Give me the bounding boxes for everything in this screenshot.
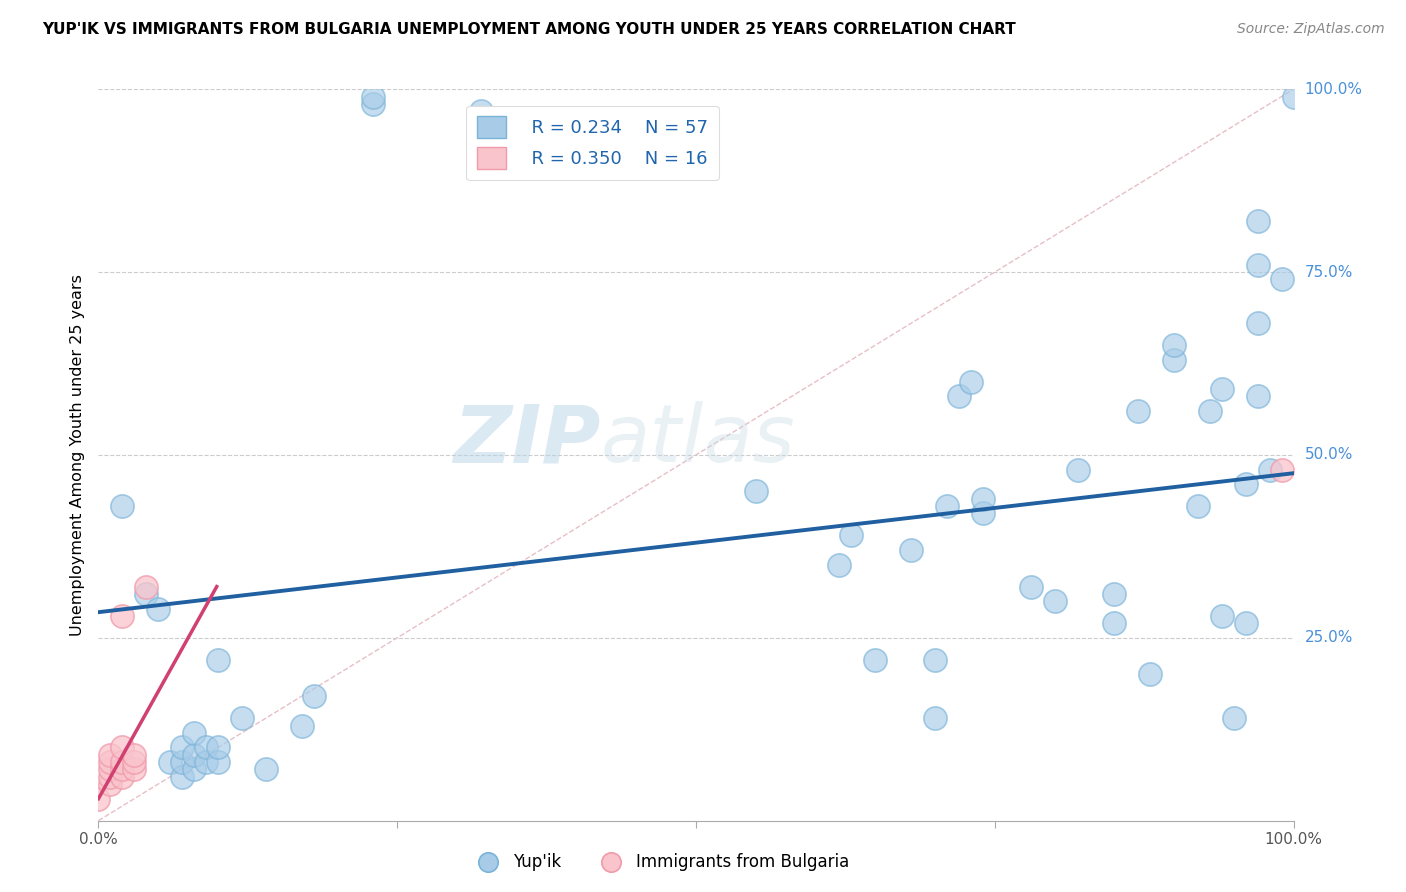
Point xyxy=(948,389,970,403)
Y-axis label: Unemployment Among Youth under 25 years: Unemployment Among Youth under 25 years xyxy=(69,274,84,636)
Point xyxy=(924,711,946,725)
Point xyxy=(194,740,217,755)
Point xyxy=(111,770,134,784)
Point xyxy=(1139,667,1161,681)
Point xyxy=(363,89,385,103)
Point xyxy=(124,755,146,769)
Point xyxy=(1187,499,1209,513)
Point xyxy=(1258,462,1281,476)
Point xyxy=(172,755,194,769)
Text: 25.0%: 25.0% xyxy=(1305,631,1353,645)
Point xyxy=(290,718,312,732)
Point xyxy=(1102,616,1125,631)
Point xyxy=(470,104,492,119)
Point xyxy=(972,507,994,521)
Point xyxy=(111,608,134,623)
Legend: Yup'ik, Immigrants from Bulgaria: Yup'ik, Immigrants from Bulgaria xyxy=(464,847,856,878)
Point xyxy=(194,755,217,769)
Point xyxy=(1271,272,1294,286)
Text: 100.0%: 100.0% xyxy=(1305,82,1362,96)
Point xyxy=(87,791,110,805)
Point xyxy=(1246,214,1268,228)
Point xyxy=(1246,316,1268,330)
Point xyxy=(124,747,146,762)
Point xyxy=(1222,711,1246,725)
Point xyxy=(1163,352,1185,367)
Point xyxy=(1282,89,1305,103)
Point xyxy=(302,690,325,704)
Point xyxy=(207,740,229,755)
Point xyxy=(135,587,157,601)
Point xyxy=(363,96,385,111)
Point xyxy=(1128,404,1150,418)
Point xyxy=(972,491,994,506)
Point xyxy=(231,711,253,725)
Text: Source: ZipAtlas.com: Source: ZipAtlas.com xyxy=(1237,22,1385,37)
Point xyxy=(98,747,122,762)
Point xyxy=(1246,258,1268,272)
Point xyxy=(1246,389,1268,403)
Point xyxy=(924,653,946,667)
Point xyxy=(135,580,157,594)
Point xyxy=(183,763,205,777)
Point xyxy=(207,755,229,769)
Text: 50.0%: 50.0% xyxy=(1305,448,1353,462)
Text: YUP'IK VS IMMIGRANTS FROM BULGARIA UNEMPLOYMENT AMONG YOUTH UNDER 25 YEARS CORRE: YUP'IK VS IMMIGRANTS FROM BULGARIA UNEMP… xyxy=(42,22,1017,37)
Point xyxy=(1163,338,1185,352)
Point xyxy=(863,653,886,667)
Text: 75.0%: 75.0% xyxy=(1305,265,1353,279)
Point xyxy=(207,653,229,667)
Point xyxy=(959,375,981,389)
Point xyxy=(172,770,194,784)
Point xyxy=(1271,462,1294,476)
Point xyxy=(1198,404,1220,418)
Point xyxy=(1102,587,1125,601)
Point xyxy=(124,763,146,777)
Point xyxy=(98,755,122,769)
Point xyxy=(98,777,122,791)
Point xyxy=(98,770,122,784)
Point xyxy=(1067,462,1090,476)
Point xyxy=(111,763,134,777)
Point xyxy=(98,763,122,777)
Point xyxy=(745,484,768,499)
Point xyxy=(1234,477,1257,491)
Point xyxy=(172,740,194,755)
Text: atlas: atlas xyxy=(600,401,796,479)
Point xyxy=(159,755,181,769)
Point xyxy=(183,726,205,740)
Point xyxy=(1043,594,1066,608)
Point xyxy=(254,763,277,777)
Point xyxy=(1019,580,1042,594)
Point xyxy=(1211,382,1233,396)
Point xyxy=(935,499,957,513)
Point xyxy=(183,747,205,762)
Point xyxy=(900,543,922,558)
Point xyxy=(839,528,862,542)
Point xyxy=(111,499,134,513)
Point xyxy=(1211,608,1233,623)
Point xyxy=(111,740,134,755)
Text: ZIP: ZIP xyxy=(453,401,600,479)
Point xyxy=(1234,616,1257,631)
Point xyxy=(148,601,170,615)
Point xyxy=(111,755,134,769)
Point xyxy=(828,558,851,572)
